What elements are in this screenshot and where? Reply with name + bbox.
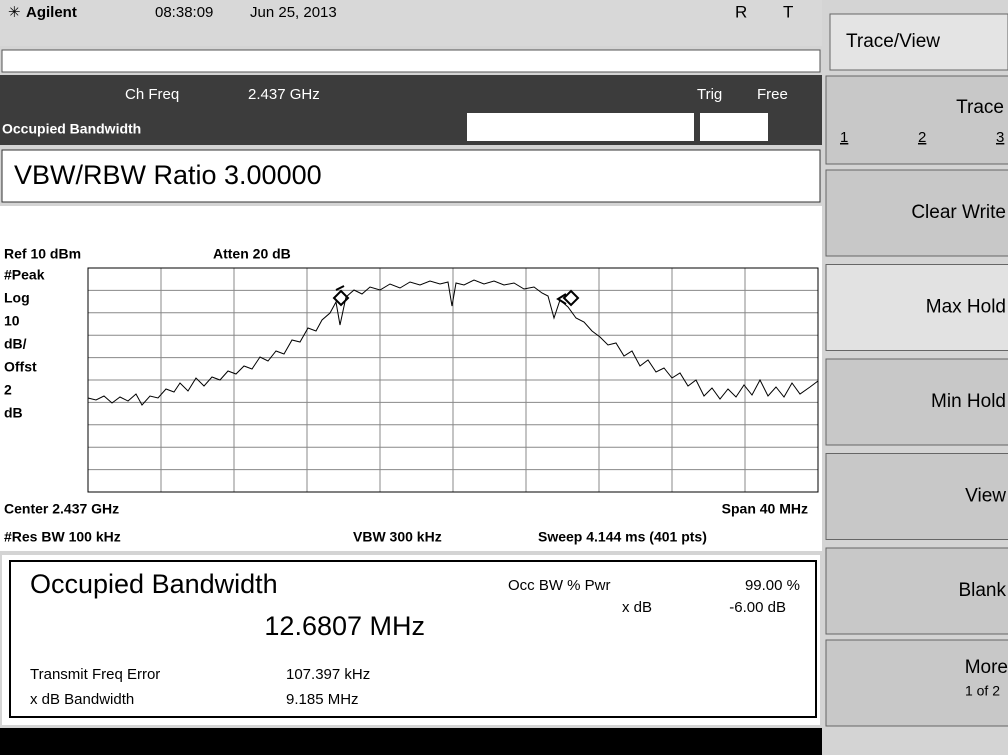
brand: Agilent	[26, 4, 77, 21]
input-box	[700, 113, 768, 141]
graticule	[87, 267, 819, 493]
results-value: 12.6807 MHz	[264, 611, 425, 641]
graticule-border	[87, 267, 819, 493]
label: x dB	[622, 599, 652, 616]
softkey-face[interactable]	[825, 453, 1008, 540]
markers	[332, 285, 580, 307]
menu-title-box	[829, 13, 1008, 71]
logo: ✳	[8, 4, 21, 21]
span: Span 40 MHz	[722, 501, 808, 517]
softkey-option[interactable]: 1	[840, 129, 848, 146]
softkey-face[interactable]	[825, 547, 1008, 635]
center-freq: Center 2.437 GHz	[4, 501, 119, 517]
softkey-label[interactable]: Max Hold	[926, 297, 1006, 318]
scale-labels: #Peak Log 10 dB/Offst 2 dB	[4, 267, 45, 421]
softkey-face[interactable]	[825, 169, 1008, 257]
softkey-sub[interactable]: 1 of 2	[965, 683, 1000, 699]
ref-level: Ref 10 dBm	[4, 246, 81, 262]
label: Trig	[697, 86, 722, 103]
softkey-label[interactable]: Trace	[956, 97, 1004, 118]
scale-label: dB/	[4, 336, 27, 352]
sweep: Sweep 4.144 ms (401 pts)	[538, 529, 707, 545]
scale-label: 10	[4, 313, 20, 329]
softkey[interactable]: Trace 1 2 3	[825, 75, 1008, 165]
attenuation: Atten 20 dB	[213, 246, 291, 262]
mode: Occupied Bandwidth	[2, 121, 141, 137]
softkey-label[interactable]: More	[965, 657, 1008, 678]
softkey-label[interactable]: Min Hold	[931, 391, 1006, 412]
softkey-face[interactable]	[825, 639, 1008, 727]
graph-area	[0, 206, 822, 551]
scale-label: Offst	[4, 359, 37, 375]
value: -6.00 dB	[729, 599, 786, 616]
flag: R	[735, 2, 747, 21]
results-title: Occupied Bandwidth	[30, 569, 278, 599]
label: Ch Freq	[125, 86, 179, 103]
softkey-face[interactable]	[825, 75, 1008, 165]
softkey-face[interactable]	[825, 264, 1008, 351]
label: Occ BW % Pwr	[508, 577, 611, 594]
value: 99.00 %	[745, 577, 800, 594]
scale-label: #Peak	[4, 267, 45, 283]
header-bar	[0, 0, 822, 46]
softkey-label[interactable]: Clear Write	[911, 202, 1006, 223]
input-box	[467, 113, 694, 141]
date: Jun 25, 2013	[250, 4, 337, 21]
softkey-option[interactable]: 2	[918, 129, 926, 146]
softkey[interactable]: View	[825, 453, 1008, 540]
value: 107.397 kHz	[286, 666, 370, 683]
flag: T	[783, 2, 793, 21]
results-box	[9, 560, 817, 718]
value: 9.185 MHz	[286, 691, 359, 708]
scale-label: dB	[4, 405, 23, 421]
entry-box	[1, 149, 821, 203]
bottom-bar	[0, 728, 822, 755]
softkey[interactable]: Max Hold	[825, 264, 1008, 351]
value: Free	[757, 86, 788, 103]
scale-label: Log	[4, 290, 30, 306]
softkey[interactable]: Blank	[825, 547, 1008, 635]
softkey[interactable]: More 1 of 2	[825, 639, 1008, 727]
label: x dB Bandwidth	[30, 691, 134, 708]
message-bar	[1, 49, 821, 73]
label: Transmit Freq Error	[30, 666, 160, 683]
value: 2.437 GHz	[248, 86, 320, 103]
softkey-option[interactable]: 3	[996, 129, 1004, 146]
softkey[interactable]: Clear Write	[825, 169, 1008, 257]
time: 08:38:09	[155, 4, 213, 21]
softkey-label[interactable]: Blank	[958, 580, 1006, 601]
res-bw: #Res BW 100 kHz	[4, 529, 121, 545]
softkey-face[interactable]	[825, 358, 1008, 446]
softkey[interactable]: Min Hold	[825, 358, 1008, 446]
trace	[87, 279, 819, 406]
softkey-label[interactable]: View	[965, 486, 1006, 507]
active-entry: VBW/RBW Ratio 3.00000	[14, 160, 322, 190]
vbw: VBW 300 kHz	[353, 529, 442, 545]
scale-label: 2	[4, 382, 12, 398]
menu-title: Trace/View	[846, 31, 940, 52]
